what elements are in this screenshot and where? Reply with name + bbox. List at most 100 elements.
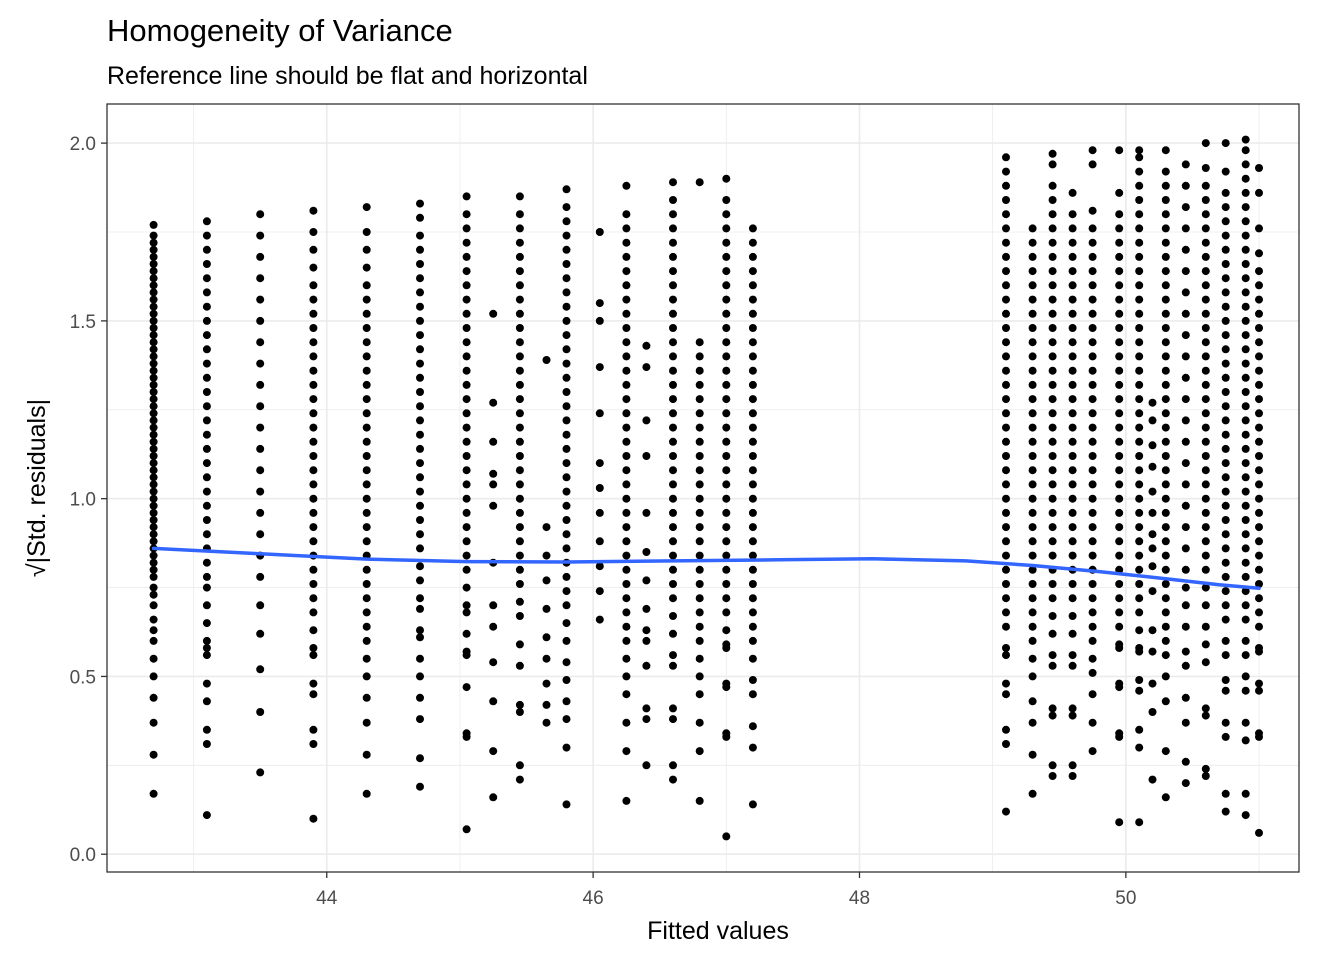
data-point xyxy=(695,452,704,460)
data-point xyxy=(1181,245,1190,254)
data-point xyxy=(309,651,318,660)
data-point xyxy=(1221,203,1230,212)
data-point xyxy=(1161,480,1170,489)
data-point xyxy=(622,537,631,546)
data-point xyxy=(695,608,704,617)
data-point xyxy=(1048,196,1057,204)
data-point xyxy=(515,708,524,716)
data-point xyxy=(362,366,371,375)
data-point xyxy=(748,395,757,404)
data-point xyxy=(622,608,631,617)
data-point xyxy=(1028,380,1037,389)
data-point xyxy=(149,373,158,382)
data-point xyxy=(1048,537,1057,546)
data-point xyxy=(622,747,631,756)
data-point xyxy=(542,700,551,709)
data-point xyxy=(669,238,677,247)
data-point xyxy=(1135,644,1144,652)
data-point xyxy=(149,537,158,546)
data-point xyxy=(416,302,424,311)
data-point xyxy=(748,722,757,731)
data-point xyxy=(1088,309,1097,318)
data-point xyxy=(622,580,631,588)
data-point xyxy=(748,523,757,532)
data-point xyxy=(562,430,571,439)
data-point xyxy=(1181,181,1190,190)
data-point xyxy=(1135,224,1144,233)
data-point xyxy=(1068,494,1077,503)
y-tick-label: 0.0 xyxy=(70,845,96,866)
data-point xyxy=(1255,164,1263,172)
data-point xyxy=(1221,601,1230,610)
data-point xyxy=(256,601,265,610)
data-point xyxy=(1201,238,1210,247)
data-point xyxy=(1201,494,1210,503)
data-point xyxy=(416,576,424,585)
data-point xyxy=(202,274,211,283)
data-point xyxy=(416,473,424,482)
data-point xyxy=(1201,139,1210,148)
data-point xyxy=(1255,480,1263,489)
data-point xyxy=(722,309,731,318)
data-point xyxy=(1002,281,1010,290)
data-point xyxy=(462,238,471,247)
data-point xyxy=(309,480,318,489)
data-point xyxy=(515,238,524,247)
data-point xyxy=(1201,409,1210,418)
data-point xyxy=(1221,807,1230,816)
data-point xyxy=(362,338,371,347)
data-point xyxy=(1201,772,1210,780)
data-point xyxy=(562,416,571,425)
data-point xyxy=(1115,729,1124,738)
data-point xyxy=(362,452,371,460)
data-point xyxy=(256,380,265,389)
data-point xyxy=(562,373,571,382)
data-point xyxy=(622,796,631,805)
data-point xyxy=(1255,366,1263,375)
data-point xyxy=(1181,501,1190,510)
data-point xyxy=(1135,626,1144,635)
data-point xyxy=(416,782,424,791)
data-point xyxy=(695,537,704,546)
data-point xyxy=(722,452,731,460)
data-point xyxy=(1088,466,1097,475)
data-point xyxy=(256,530,265,539)
data-point xyxy=(462,192,471,201)
data-point xyxy=(562,345,571,354)
data-point xyxy=(1181,331,1190,340)
data-point xyxy=(1068,508,1077,517)
data-point xyxy=(1048,210,1057,219)
data-point xyxy=(149,718,158,727)
data-point xyxy=(1028,697,1037,706)
data-point xyxy=(362,423,371,432)
data-point xyxy=(669,775,677,784)
data-point xyxy=(202,501,211,510)
data-point xyxy=(1221,686,1230,695)
data-point xyxy=(202,636,211,645)
data-point xyxy=(1002,295,1010,304)
data-point xyxy=(1028,338,1037,347)
data-point xyxy=(462,565,471,574)
data-point xyxy=(1135,452,1144,460)
data-point xyxy=(1161,452,1170,460)
data-point xyxy=(515,775,524,784)
data-point xyxy=(1181,718,1190,727)
data-point xyxy=(669,452,677,460)
data-point xyxy=(149,245,158,254)
data-point xyxy=(748,690,757,699)
data-point xyxy=(1115,324,1124,332)
data-point xyxy=(309,580,318,588)
data-point xyxy=(1002,380,1010,389)
data-point xyxy=(362,494,371,503)
data-point xyxy=(1221,544,1230,553)
data-point xyxy=(622,622,631,631)
data-point xyxy=(515,761,524,770)
data-point xyxy=(1181,601,1190,610)
data-point xyxy=(1161,622,1170,631)
data-point xyxy=(748,338,757,347)
data-point xyxy=(1241,359,1250,368)
data-point xyxy=(1201,551,1210,560)
data-point xyxy=(1028,718,1037,727)
data-point xyxy=(1135,267,1144,276)
